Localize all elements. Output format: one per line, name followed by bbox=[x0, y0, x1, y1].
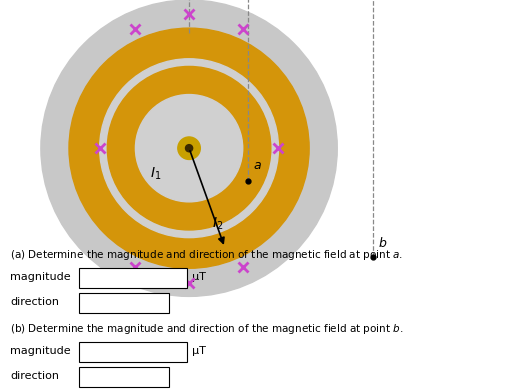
Text: $b$: $b$ bbox=[378, 236, 387, 250]
Text: $I_2$: $I_2$ bbox=[212, 216, 223, 232]
Text: ⌄: ⌄ bbox=[158, 297, 167, 307]
Text: direction: direction bbox=[10, 297, 59, 307]
Ellipse shape bbox=[178, 137, 200, 160]
FancyBboxPatch shape bbox=[79, 342, 187, 362]
Text: ⌄: ⌄ bbox=[158, 371, 167, 381]
Text: (a) Determine the magnitude and direction of the magnetic field at point $a$.: (a) Determine the magnitude and directio… bbox=[10, 248, 403, 262]
Text: magnitude: magnitude bbox=[10, 346, 71, 356]
Text: $I_1$: $I_1$ bbox=[150, 165, 161, 182]
Ellipse shape bbox=[41, 0, 337, 296]
Ellipse shape bbox=[69, 28, 309, 268]
Text: (b) Determine the magnitude and direction of the magnetic field at point $b$.: (b) Determine the magnitude and directio… bbox=[10, 322, 404, 336]
Text: $a$: $a$ bbox=[253, 159, 262, 172]
Ellipse shape bbox=[135, 94, 243, 202]
FancyBboxPatch shape bbox=[79, 293, 169, 313]
Text: μT: μT bbox=[192, 272, 205, 282]
Text: magnitude: magnitude bbox=[10, 272, 71, 282]
FancyBboxPatch shape bbox=[79, 268, 187, 288]
Text: ---Select---: ---Select--- bbox=[84, 297, 139, 307]
Ellipse shape bbox=[185, 145, 193, 152]
FancyBboxPatch shape bbox=[79, 367, 169, 387]
Ellipse shape bbox=[107, 66, 271, 230]
Text: direction: direction bbox=[10, 371, 59, 381]
Ellipse shape bbox=[100, 59, 278, 238]
Text: ---Select---: ---Select--- bbox=[84, 371, 139, 381]
Text: μT: μT bbox=[192, 346, 205, 356]
